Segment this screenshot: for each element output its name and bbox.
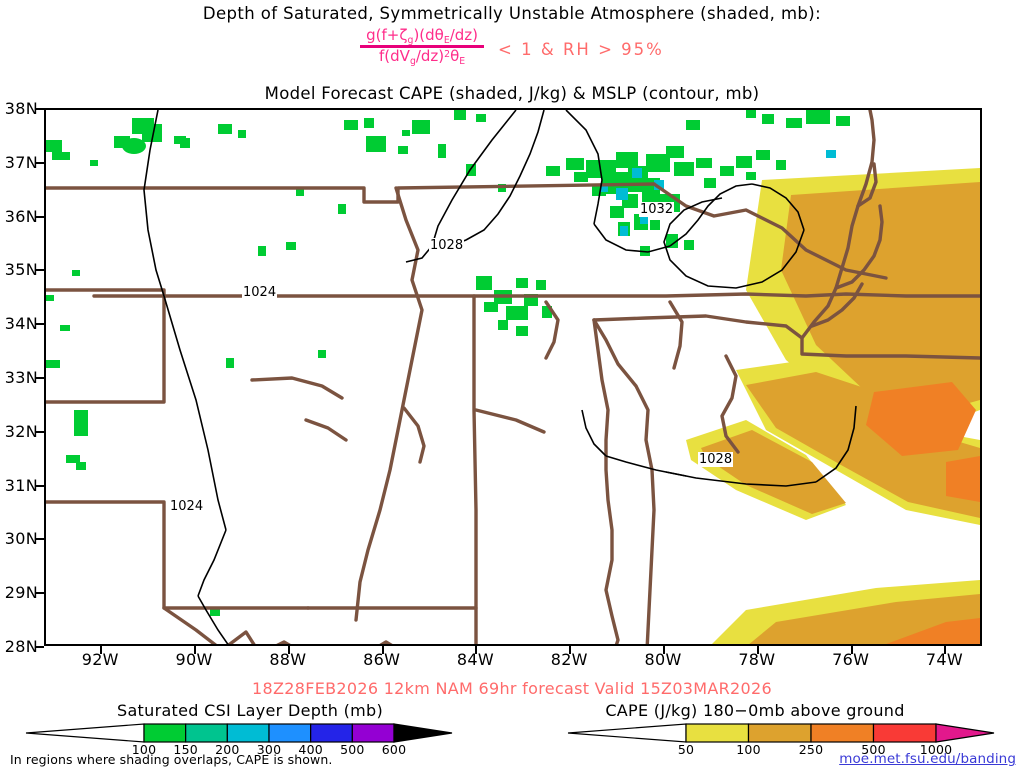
source-attribution-link[interactable]: moe.met.fsu.edu/banding bbox=[839, 751, 1016, 767]
cape-colorbar-title: CAPE (J/kg) 180−0mb above ground bbox=[605, 701, 905, 720]
lat-tick-mark bbox=[36, 323, 44, 326]
lat-tick-label: 34N bbox=[4, 314, 38, 334]
lat-tick-mark bbox=[36, 215, 44, 218]
cape-colorbar-ticks: 50 100 250 500 1000 bbox=[566, 742, 996, 757]
colorbar-tick-label: 150 bbox=[173, 742, 198, 757]
lon-tick-label: 90W bbox=[175, 650, 213, 669]
lon-tick-label: 88W bbox=[269, 650, 307, 669]
lat-tick-mark bbox=[36, 538, 44, 541]
title-line-primary: Depth of Saturated, Symmetrically Unstab… bbox=[202, 4, 822, 23]
lon-tick-mark bbox=[756, 646, 759, 654]
csi-colorbar-title: Saturated CSI Layer Depth (mb) bbox=[117, 701, 383, 720]
mslp-contours bbox=[143, 110, 857, 644]
lon-tick-mark bbox=[381, 646, 384, 654]
lon-tick-label: 86W bbox=[363, 650, 401, 669]
colorbar-tick-label: 100 bbox=[736, 742, 761, 757]
lat-tick-label: 28N bbox=[4, 637, 38, 656]
lat-tick-label: 31N bbox=[4, 475, 38, 495]
csi-colorbar[interactable] bbox=[24, 723, 454, 743]
lon-tick-mark bbox=[569, 646, 572, 654]
csi-colorbar-swatches bbox=[25, 723, 453, 743]
lon-tick-label: 74W bbox=[925, 650, 964, 669]
colorbar-tick-label: 200 bbox=[215, 742, 240, 757]
colorbar-tick-label: 500 bbox=[340, 742, 365, 757]
lat-tick-label: 30N bbox=[4, 529, 38, 549]
lat-tick-label: 33N bbox=[4, 368, 38, 387]
formula-denominator: f(dVg/dz)2θE bbox=[379, 46, 466, 67]
cape-colorbar-swatches bbox=[567, 723, 995, 743]
colorbar-tick-label: 250 bbox=[798, 742, 824, 757]
title-line-secondary: Model Forecast CAPE (shaded, J/kg) & MSL… bbox=[264, 84, 760, 103]
lat-tick-label: 37N bbox=[4, 152, 38, 172]
lon-tick-label: 76W bbox=[832, 650, 870, 669]
geography-outlines bbox=[46, 110, 980, 644]
lon-tick-mark bbox=[663, 646, 666, 654]
csi-criterion-fraction: g(f+ζg)(dθE/dz) f(dVg/dz)2θE bbox=[360, 26, 485, 67]
cape-colorbar[interactable] bbox=[566, 723, 996, 743]
mslp-contour-label: 1024 bbox=[169, 499, 205, 514]
lon-tick-label: 80W bbox=[644, 650, 682, 669]
lat-tick-label: 35N bbox=[4, 260, 38, 280]
lon-tick-mark bbox=[100, 646, 103, 654]
mslp-contour-label: 1032 bbox=[639, 202, 675, 217]
lon-tick-label: 92W bbox=[81, 650, 119, 669]
mslp-contour-label: 1028 bbox=[698, 452, 734, 467]
colorbar-tick-label: 100 bbox=[131, 742, 157, 757]
colorbar-tick-label: 1000 bbox=[919, 742, 953, 757]
mslp-contour-label: 1024 bbox=[242, 285, 278, 300]
lat-tick-label: 38N bbox=[4, 99, 38, 118]
colorbar-tick-label: 50 bbox=[677, 742, 695, 757]
forecast-valid-time: 18Z28FEB2026 12km NAM 69hr forecast Vali… bbox=[252, 679, 772, 698]
lat-tick-mark bbox=[36, 484, 44, 487]
lat-tick-label: 32N bbox=[4, 421, 38, 441]
lon-tick-label: 78W bbox=[738, 650, 776, 669]
lon-tick-label: 84W bbox=[456, 650, 495, 669]
mslp-contour-label: 1028 bbox=[429, 238, 465, 253]
lat-tick-mark bbox=[36, 430, 44, 433]
fraction-bar bbox=[360, 44, 485, 48]
csi-colorbar-ticks: 100 150 200 300 400 500 600 bbox=[24, 742, 454, 757]
overlap-footnote: In regions where shading overlaps, CAPE … bbox=[10, 752, 333, 767]
lat-tick-mark bbox=[36, 377, 44, 379]
lat-tick-mark bbox=[36, 592, 44, 595]
formula-numerator: g(f+ζg)(dθE/dz) bbox=[366, 26, 479, 46]
lat-tick-mark bbox=[36, 161, 44, 164]
lat-tick-mark bbox=[36, 646, 44, 648]
formula-block: g(f+ζg)(dθE/dz) f(dVg/dz)2θE < 1 & RH > … bbox=[0, 26, 1024, 67]
colorbar-tick-label: 600 bbox=[381, 742, 407, 757]
lon-tick-mark bbox=[287, 646, 290, 654]
colorbar-tick-label: 300 bbox=[256, 742, 282, 757]
map-canvas bbox=[46, 110, 980, 644]
lat-tick-mark bbox=[36, 269, 44, 272]
lon-tick-mark bbox=[194, 646, 197, 654]
csi-deep-layer bbox=[600, 150, 836, 236]
lon-tick-mark bbox=[944, 646, 947, 654]
lat-tick-label: 29N bbox=[4, 583, 38, 603]
lon-tick-mark bbox=[850, 646, 853, 654]
lat-tick-mark bbox=[36, 108, 44, 110]
forecast-map-panel[interactable]: 1032 1028 1024 1024 1028 bbox=[44, 108, 982, 646]
lon-tick-mark bbox=[475, 646, 478, 654]
colorbar-tick-label: 400 bbox=[298, 742, 323, 757]
formula-condition: < 1 & RH > 95% bbox=[498, 39, 664, 59]
colorbar-tick-label: 500 bbox=[861, 742, 886, 757]
lon-tick-label: 82W bbox=[550, 650, 588, 669]
lat-tick-label: 36N bbox=[4, 206, 38, 226]
cape-shading-layer bbox=[686, 168, 980, 644]
title-block: Depth of Saturated, Symmetrically Unstab… bbox=[0, 0, 1024, 103]
